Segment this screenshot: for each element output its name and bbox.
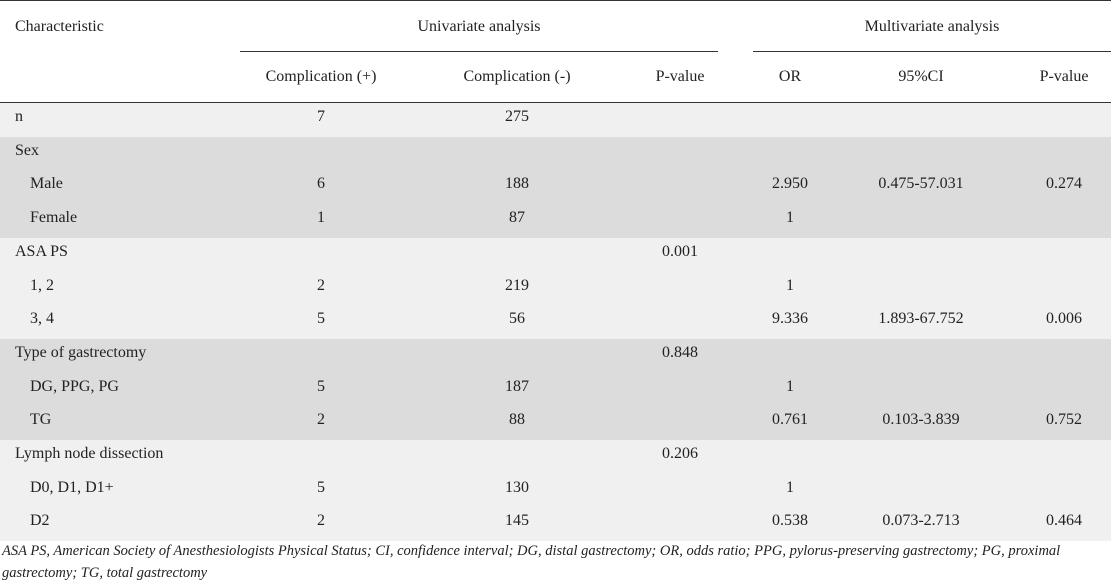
- univariate-rule: [240, 51, 718, 52]
- cell: 6: [317, 175, 325, 193]
- cell: 187: [505, 377, 529, 395]
- cell: 2: [317, 276, 325, 294]
- sub-row-label: D2: [30, 512, 50, 530]
- column-header: Complication (+): [265, 68, 377, 85]
- footnote: ASA PS, American Society of Anesthesiolo…: [2, 543, 1061, 581]
- cell: 7: [317, 108, 325, 125]
- sub-row-label: Female: [30, 209, 78, 227]
- cell: 1.893-67.752: [878, 310, 964, 328]
- sub-row-label: TG: [30, 411, 52, 429]
- column-header: Complication (-): [463, 68, 571, 85]
- column-header: P-value: [655, 68, 705, 85]
- cell: 5: [317, 310, 325, 328]
- cell: 56: [509, 310, 525, 328]
- row-label: Sex: [15, 141, 39, 159]
- group-band: [0, 136, 1111, 238]
- cell: 145: [505, 512, 529, 530]
- cell: 9.336: [772, 310, 808, 328]
- cell: 2: [317, 512, 325, 530]
- cell: 0.464: [1046, 512, 1082, 530]
- row-label: n: [15, 108, 23, 125]
- header-characteristic: Characteristic: [15, 18, 104, 35]
- cell: 87: [509, 209, 525, 227]
- cell: 0.848: [662, 343, 698, 361]
- multivariate-rule: [753, 51, 1111, 52]
- cell: 0.538: [772, 512, 808, 530]
- cell: 0.761: [772, 411, 808, 429]
- group-band: [0, 237, 1111, 339]
- cell: 0.001: [662, 242, 698, 260]
- cell: 275: [505, 108, 529, 125]
- cell: 130: [505, 478, 529, 496]
- header-multivariate: Multivariate analysis: [864, 18, 1000, 35]
- cell: 2: [317, 411, 325, 429]
- cell: 0.006: [1046, 310, 1082, 328]
- column-header: OR: [778, 68, 802, 85]
- row-label: Type of gastrectomy: [15, 343, 147, 361]
- column-header: 95%CI: [898, 68, 944, 85]
- row-label: ASA PS: [15, 242, 68, 260]
- cell: 5: [317, 478, 325, 496]
- row-label: Lymph node dissection: [15, 445, 164, 462]
- cell: 0.073-2.713: [882, 512, 960, 530]
- cell: 1: [786, 209, 794, 227]
- group-band: [0, 103, 1111, 137]
- sub-row-label: D0, D1, D1+: [30, 478, 114, 496]
- header-univariate: Univariate analysis: [417, 18, 541, 35]
- cell: 219: [505, 276, 529, 294]
- cell: 0.475-57.031: [878, 175, 964, 193]
- cell: 0.274: [1046, 175, 1082, 193]
- cell: 88: [509, 411, 525, 429]
- cell: 188: [505, 175, 529, 193]
- sub-row-label: Male: [30, 175, 63, 193]
- header-rule: [0, 102, 1111, 103]
- sub-row-label: 1, 2: [30, 276, 54, 294]
- cell: 1: [786, 377, 794, 395]
- top-rule: [0, 0, 1111, 1]
- group-band: [0, 338, 1111, 440]
- cell: 1: [317, 209, 325, 227]
- cell: 0.752: [1046, 411, 1082, 429]
- cell: 1: [786, 478, 794, 496]
- sub-row-label: 3, 4: [30, 310, 54, 328]
- cell: 1: [786, 276, 794, 294]
- sub-row-label: DG, PPG, PG: [30, 377, 119, 395]
- cell: 0.206: [662, 445, 698, 462]
- group-band: [0, 440, 1111, 542]
- column-header: P-value: [1039, 68, 1089, 85]
- cell: 0.103-3.839: [882, 411, 960, 429]
- cell: 2.950: [772, 175, 808, 193]
- cell: 5: [317, 377, 325, 395]
